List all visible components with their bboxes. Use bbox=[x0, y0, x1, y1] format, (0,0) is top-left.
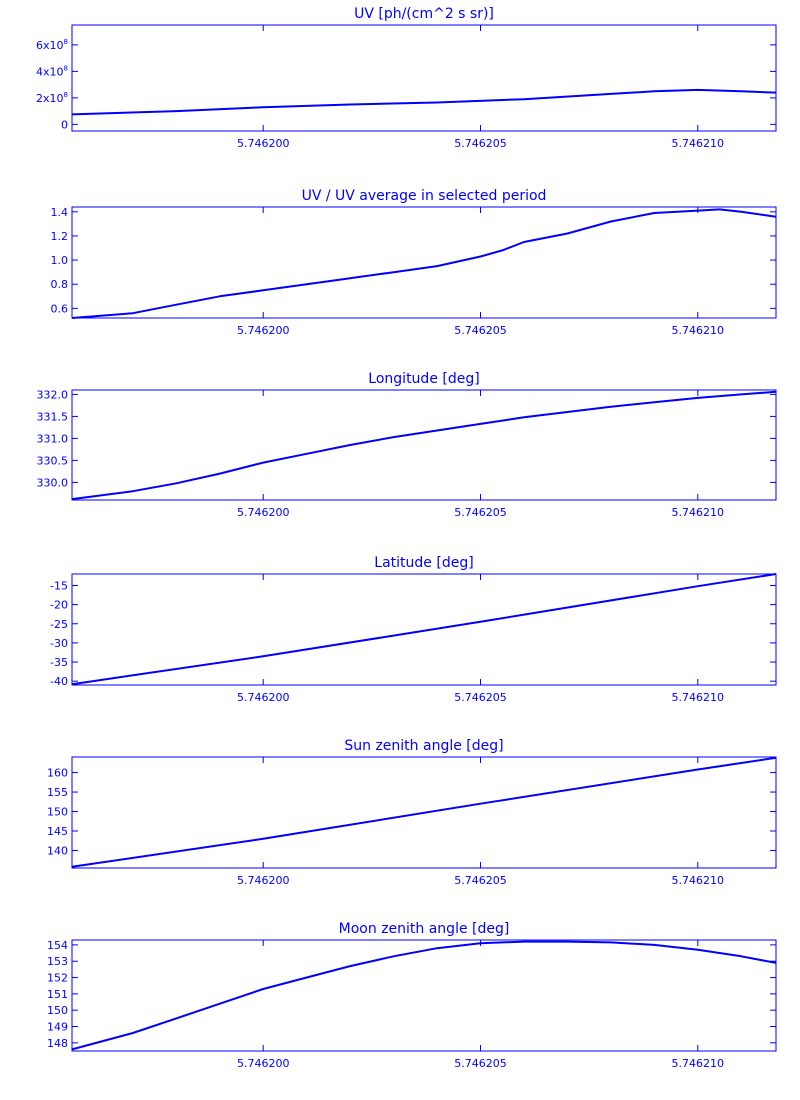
panel-title: Sun zenith angle [deg] bbox=[344, 738, 503, 754]
y-tick-label: 151 bbox=[47, 988, 68, 1001]
x-tick-label: 5.746210 bbox=[672, 137, 725, 150]
y-tick-label: 330.5 bbox=[37, 454, 69, 467]
y-tick-label: 154 bbox=[47, 939, 68, 952]
y-tick-label: -35 bbox=[50, 656, 68, 669]
y-tick-label: 152 bbox=[47, 972, 68, 985]
y-tick-label: 150 bbox=[47, 1004, 68, 1017]
series-line bbox=[71, 208, 777, 319]
panel-title: UV [ph/(cm^2 s sr)] bbox=[354, 6, 494, 22]
y-tick-label: 330.0 bbox=[37, 476, 69, 489]
series-line bbox=[71, 756, 777, 868]
plot-frame bbox=[71, 206, 777, 319]
y-tick-label: 1.4 bbox=[51, 206, 69, 219]
y-tick-label: 331.5 bbox=[37, 410, 69, 423]
x-tick-label: 5.746210 bbox=[672, 324, 725, 337]
y-tick-label: 150 bbox=[47, 806, 68, 819]
y-tick-label: -15 bbox=[50, 579, 68, 592]
y-tick-label: 1.0 bbox=[51, 254, 69, 267]
panel-6: Moon zenith angle [deg] 148 149 150 151 152 15… bbox=[47, 921, 777, 1070]
panel-title: Longitude [deg] bbox=[368, 371, 479, 387]
y-tick-label: -20 bbox=[50, 599, 68, 612]
x-tick-label: 5.746210 bbox=[672, 1057, 725, 1070]
y-tick-label: 0.6 bbox=[51, 302, 69, 315]
plot-frame bbox=[71, 756, 777, 869]
panel-title: UV / UV average in selected period bbox=[302, 188, 547, 204]
plot-frame bbox=[71, 389, 777, 501]
x-tick-label: 5.746210 bbox=[672, 691, 725, 704]
x-tick-label: 5.746210 bbox=[672, 874, 725, 887]
x-tick-label: 5.746205 bbox=[454, 506, 507, 519]
y-tick-label: 145 bbox=[47, 825, 68, 838]
y-tick-label: 160 bbox=[47, 767, 68, 780]
y-tick-label: 0 bbox=[61, 118, 68, 131]
panel-title: Latitude [deg] bbox=[374, 555, 473, 571]
x-tick-label: 5.746210 bbox=[672, 506, 725, 519]
x-tick-label: 5.746200 bbox=[237, 137, 290, 150]
x-tick-label: 5.746205 bbox=[454, 691, 507, 704]
y-tick-label: -30 bbox=[50, 637, 68, 650]
plot-frame bbox=[71, 24, 777, 132]
panel-1: UV [ph/(cm^2 s sr)] 0 2x108 4x108 6x108 5.746… bbox=[36, 6, 777, 150]
series-line bbox=[71, 573, 777, 686]
y-tick-label: 331.0 bbox=[37, 432, 69, 445]
x-tick-label: 5.746200 bbox=[237, 506, 290, 519]
x-tick-label: 5.746205 bbox=[454, 1057, 507, 1070]
y-tick-label: 1.2 bbox=[51, 230, 69, 243]
plot-frame bbox=[71, 939, 777, 1052]
y-tick-label: -40 bbox=[50, 675, 68, 688]
panel-title: Moon zenith angle [deg] bbox=[339, 921, 510, 937]
y-tick-label: 155 bbox=[47, 786, 68, 799]
x-tick-label: 5.746205 bbox=[454, 874, 507, 887]
y-tick-label: 2x108 bbox=[36, 91, 68, 105]
panel-3: Longitude [deg] 330.0 330.5 331.0 331.5 332.0… bbox=[37, 371, 777, 519]
y-tick-label: 140 bbox=[47, 844, 68, 857]
x-tick-label: 5.746205 bbox=[454, 324, 507, 337]
x-tick-label: 5.746200 bbox=[237, 324, 290, 337]
y-tick-label: 153 bbox=[47, 955, 68, 968]
panel-5: Sun zenith angle [deg] 140 145 150 155 160 5.7… bbox=[47, 738, 777, 887]
y-tick-label: 4x108 bbox=[36, 64, 68, 78]
x-tick-label: 5.746200 bbox=[237, 874, 290, 887]
y-tick-label: 6x108 bbox=[36, 38, 68, 52]
x-tick-label: 5.746200 bbox=[237, 1057, 290, 1070]
series-line bbox=[71, 390, 777, 501]
y-tick-label: 0.8 bbox=[51, 278, 69, 291]
x-tick-label: 5.746200 bbox=[237, 691, 290, 704]
y-tick-label: -25 bbox=[50, 618, 68, 631]
y-tick-label: 148 bbox=[47, 1037, 68, 1050]
x-tick-label: 5.746205 bbox=[454, 137, 507, 150]
y-tick-label: 332.0 bbox=[37, 388, 69, 401]
y-tick-label: 149 bbox=[47, 1021, 68, 1034]
series-line bbox=[71, 88, 777, 116]
plot-frame bbox=[71, 573, 777, 686]
series-line bbox=[71, 940, 777, 1051]
panel-4: Latitude [deg] -40 -35 -30 -25 -20 -15 5.746200… bbox=[50, 555, 777, 704]
panel-2: UV / UV average in selected period 0.6 0.8… bbox=[51, 188, 777, 337]
